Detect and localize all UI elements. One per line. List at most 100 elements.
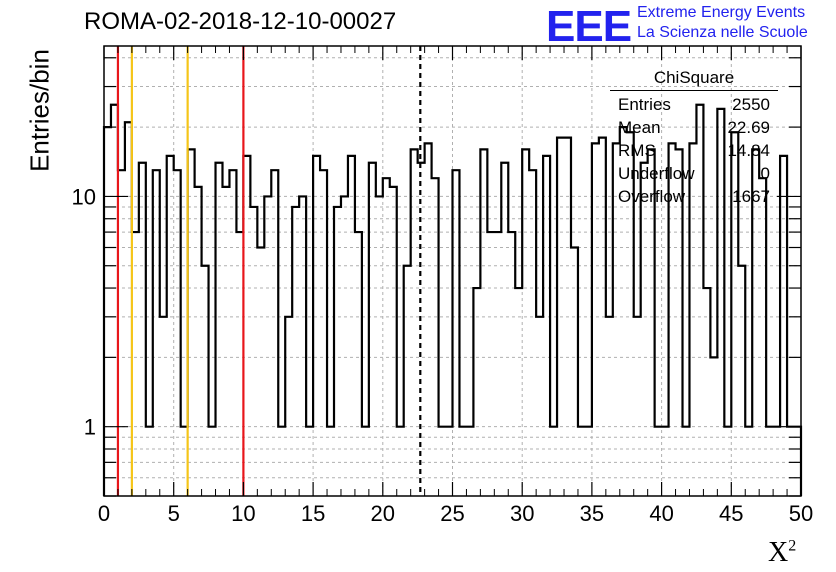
histogram-bin (578, 427, 585, 496)
x-tick-label: 30 (510, 501, 534, 526)
histogram-bin (766, 427, 773, 496)
x-tick-label: 0 (98, 501, 110, 526)
stats-label: Overflow (618, 187, 686, 206)
histogram-bin (411, 149, 418, 496)
histogram-bin (390, 187, 397, 496)
histogram-bin (634, 317, 641, 496)
histogram-bin (306, 427, 313, 496)
histogram-bin (571, 247, 578, 496)
histogram-bin (376, 196, 383, 496)
histogram-bin (459, 427, 466, 496)
histogram-bin (466, 427, 473, 496)
histogram-bin (222, 187, 229, 496)
histogram-bin (355, 232, 362, 496)
logo-line-2: La Scienza nelle Scuole (637, 24, 808, 41)
y-tick-label: 10 (72, 184, 96, 209)
histogram-bin (229, 170, 236, 496)
histogram-bin (655, 427, 662, 496)
stats-row: Entries 2550 (610, 93, 778, 116)
histogram-bin (334, 207, 341, 496)
histogram-bin (780, 156, 787, 496)
tick-labels: 0 5 10 15 20 25 30 35 40 45 50 1 10 (72, 184, 814, 526)
histogram-bin (515, 288, 522, 496)
histogram-bin (167, 156, 174, 496)
histogram-bin (606, 317, 613, 496)
histogram-bin (341, 196, 348, 496)
histogram-bin (209, 427, 216, 496)
histogram-bin (759, 178, 766, 496)
histogram-bars (102, 103, 803, 496)
histogram-bin (432, 178, 439, 496)
stats-row: Underflow 0 (610, 162, 778, 185)
histogram-bin (174, 170, 181, 496)
x-tick-label: 10 (231, 501, 255, 526)
histogram-bin (285, 317, 292, 496)
histogram-bin (745, 427, 752, 496)
stats-value: 22.69 (727, 118, 770, 137)
stats-label: Underflow (618, 164, 695, 183)
histogram-bin (522, 149, 529, 496)
histogram-bin (543, 156, 550, 496)
histogram-outline (102, 103, 803, 496)
stats-value: 14.84 (727, 141, 770, 160)
histogram-bin (773, 427, 780, 496)
reference-lines (116, 46, 422, 496)
eee-logo: EEE (546, 2, 632, 51)
histogram-bin (320, 170, 327, 496)
histogram-bin (153, 170, 160, 496)
histogram-bin (425, 143, 432, 496)
x-tick-label: 25 (440, 501, 464, 526)
histogram-bin (683, 427, 690, 496)
histogram-bin (487, 232, 494, 496)
chart-title: ROMA-02-2018-12-10-00027 (84, 8, 397, 35)
histogram-bin (453, 170, 460, 496)
histogram-bin (508, 232, 515, 496)
histogram-bin (564, 138, 571, 496)
histogram-bin (494, 232, 501, 496)
stats-row: Mean 22.69 (610, 116, 778, 139)
histogram-bin (439, 427, 446, 496)
x-tick-label: 15 (301, 501, 325, 526)
stats-label: Mean (618, 118, 661, 137)
histogram-bin (738, 266, 745, 496)
histogram-bin (369, 163, 376, 496)
histogram-bin (501, 163, 508, 496)
histogram-bin (348, 156, 355, 496)
histogram-bin (264, 196, 271, 496)
stats-row: RMS 14.84 (610, 139, 778, 162)
x-tick-label: 35 (580, 501, 604, 526)
histogram-bin (592, 143, 599, 496)
stats-box: ChiSquare Entries 2550 Mean 22.69 RMS 14.84… (610, 68, 778, 208)
histogram-bin (480, 149, 487, 496)
histogram-bin (397, 427, 404, 496)
histogram-bin (299, 196, 306, 496)
histogram-bin (557, 138, 564, 496)
y-tick-label: 1 (84, 415, 96, 440)
histogram-bin (383, 178, 390, 496)
histogram-bin (195, 187, 202, 496)
stats-label: RMS (618, 141, 656, 160)
histogram-bin (216, 163, 223, 496)
x-axis-label: X2 (768, 537, 797, 568)
x-tick-label: 45 (719, 501, 743, 526)
histogram-bin (446, 427, 453, 496)
histogram-bin (585, 427, 592, 496)
histogram-bin (271, 170, 278, 496)
histogram-bin (710, 357, 717, 496)
histogram-bin (292, 207, 299, 496)
x-tick-label: 20 (371, 501, 395, 526)
histogram-bin (313, 156, 320, 496)
histogram-bin (529, 170, 536, 496)
stats-title: ChiSquare (610, 68, 778, 91)
histogram-bin (599, 138, 606, 496)
stats-row: Overflow 1667 (610, 185, 778, 208)
histogram-bin (139, 163, 146, 496)
x-tick-label: 40 (649, 501, 673, 526)
stats-label: Entries (618, 95, 671, 114)
histogram-bin (327, 427, 334, 496)
histogram-bin (104, 127, 111, 496)
histogram-bin (202, 266, 209, 496)
logo-line-1: Extreme Energy Events (637, 4, 806, 21)
stats-value: 0 (760, 164, 770, 183)
